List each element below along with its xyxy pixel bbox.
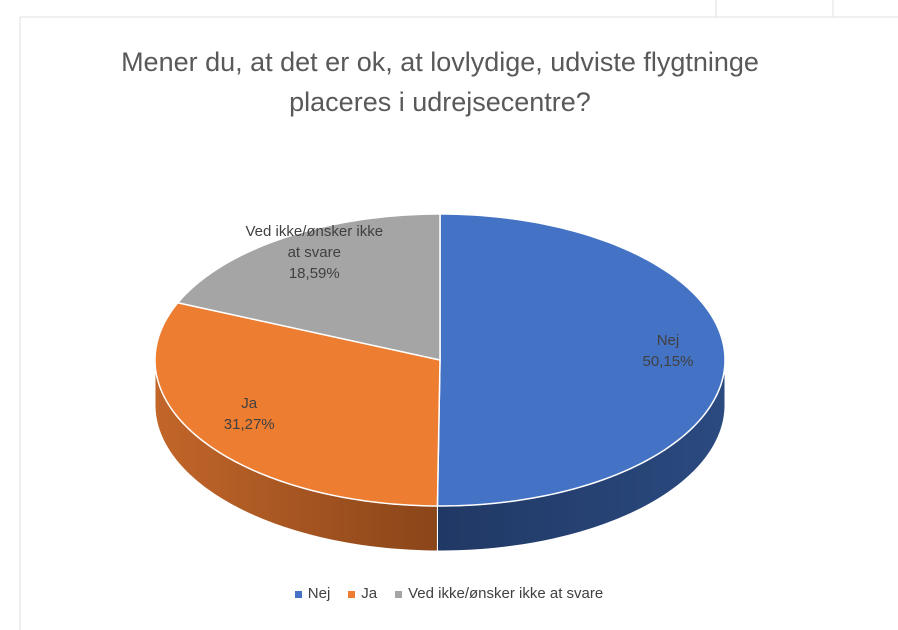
- data-label-value: 50,15%: [642, 352, 694, 370]
- pie-slice: [176, 213, 441, 361]
- data-label-name: Ja: [241, 394, 258, 412]
- legend-label: Ja: [361, 585, 378, 602]
- chart-title: Mener du, at det er ok, at lovlydige, ud…: [121, 47, 759, 117]
- data-label-name: Ved ikke/ønsker ikke at svare: [245, 223, 384, 262]
- pie-slice: [436, 213, 726, 507]
- legend-swatch: [348, 590, 356, 598]
- data-label-name: Nej: [656, 331, 680, 349]
- legend-label: Ved ikke/ønsker ikke at svare: [408, 585, 604, 602]
- data-label: Nej 50,15%: [598, 330, 738, 372]
- pie-slice: [154, 301, 441, 507]
- legend-item: Ved ikke/ønsker ikke at svare: [395, 585, 603, 602]
- legend-label: Nej: [307, 585, 331, 602]
- legend-item: Nej: [294, 585, 331, 602]
- legend-swatch: [395, 590, 403, 598]
- data-label-value: 18,59%: [288, 265, 340, 283]
- legend-swatch: [294, 590, 302, 598]
- legend-item: Ja: [348, 585, 377, 602]
- data-label: Ja 31,27%: [179, 393, 319, 435]
- legend: Nej Ja Ved ikke/ønsker ikke at svare: [0, 585, 898, 602]
- data-label: Ved ikke/ønsker ikke at svare 18,59%: [244, 221, 384, 284]
- data-label-value: 31,27%: [223, 415, 275, 433]
